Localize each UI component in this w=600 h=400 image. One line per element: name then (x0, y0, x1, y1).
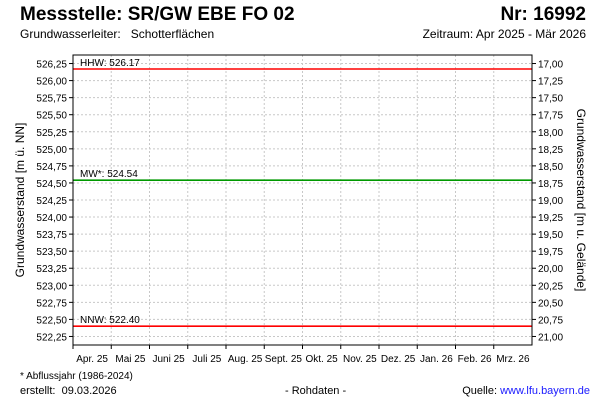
x-tick-label: Dez. 25 (381, 354, 416, 365)
y-tick-label-right: 19,50 (538, 230, 563, 241)
y-tick-label-right: 17,25 (538, 77, 563, 88)
y-tick-label-left: 526,00 (36, 77, 67, 88)
raw-data-note: - Rohdaten - (285, 385, 347, 397)
y-tick-label-left: 526,25 (36, 60, 67, 71)
aquifer-value: Schotterflächen (130, 27, 215, 41)
y-tick-label-left: 524,25 (36, 196, 67, 207)
y-tick-label-right: 18,75 (538, 179, 563, 190)
y-tick-label-left: 524,75 (36, 162, 67, 173)
y-tick-label-left: 523,00 (36, 281, 67, 292)
x-tick-label: Mai 25 (115, 354, 145, 365)
created-date: 09.03.2026 (61, 385, 117, 397)
aquifer-label: Grundwasserleiter: (20, 27, 121, 41)
y-tick-label-left: 522,75 (36, 298, 67, 309)
y-tick-label-right: 21,00 (538, 332, 563, 343)
reference-line-label: HHW: 526.17 (80, 58, 140, 69)
y-tick-label-left: 522,50 (36, 315, 67, 326)
x-tick-label: Juni 25 (153, 354, 186, 365)
y-tick-label-right: 19,25 (538, 213, 563, 224)
y-tick-label-left: 525,00 (36, 145, 67, 156)
y-tick-label-right: 18,50 (538, 162, 563, 173)
y-tick-label-left: 525,25 (36, 128, 67, 139)
y-tick-label-left: 522,25 (36, 332, 67, 343)
aquifer-info: Grundwasserleiter: Schotterflächen (20, 27, 214, 41)
period-label: Zeitraum: Apr 2025 - Mär 2026 (422, 27, 586, 41)
y-tick-label-right: 17,75 (538, 111, 563, 122)
x-tick-label: Nov. 25 (343, 354, 377, 365)
created-label: erstellt: (20, 385, 56, 397)
y-axis-label-right: Grundwasserstand [m u. Gelände] (574, 109, 588, 292)
source-link[interactable]: www.lfu.bayern.de (500, 385, 590, 397)
x-tick-label: Mrz. 26 (496, 354, 530, 365)
reference-line-label: NNW: 522.40 (80, 315, 140, 326)
x-tick-label: Feb. 26 (458, 354, 492, 365)
station-number: Nr: 16992 (500, 4, 586, 25)
y-tick-label-left: 525,75 (36, 94, 67, 105)
source-info: Quelle: www.lfu.bayern.de (462, 385, 590, 397)
y-tick-label-right: 19,00 (538, 196, 563, 207)
footnote: * Abflussjahr (1986-2024) (20, 371, 133, 382)
x-tick-label: Okt. 25 (306, 354, 339, 365)
reference-line-label: MW*: 524.54 (80, 169, 138, 180)
station-title: Messstelle: SR/GW EBE FO 02 (20, 4, 295, 25)
y-tick-label-left: 523,25 (36, 264, 67, 275)
x-tick-label: Aug. 25 (228, 354, 263, 365)
x-tick-label: Juli 25 (192, 354, 221, 365)
y-tick-label-right: 17,50 (538, 94, 563, 105)
y-tick-label-right: 17,00 (538, 60, 563, 71)
y-tick-label-left: 524,00 (36, 213, 67, 224)
x-tick-label: Apr. 25 (76, 354, 108, 365)
y-tick-label-left: 523,75 (36, 230, 67, 241)
y-tick-label-left: 525,50 (36, 111, 67, 122)
y-tick-label-right: 18,25 (538, 145, 563, 156)
y-axis-label-left: Grundwasserstand [m ü. NN] (13, 123, 27, 278)
y-tick-label-right: 20,25 (538, 281, 563, 292)
y-tick-label-right: 19,75 (538, 247, 563, 258)
source-label: Quelle: (462, 385, 498, 397)
y-tick-label-left: 524,50 (36, 179, 67, 190)
x-tick-label: Sept. 25 (265, 354, 303, 365)
y-tick-label-right: 20,75 (538, 315, 563, 326)
y-tick-label-left: 523,50 (36, 247, 67, 258)
y-tick-label-right: 20,00 (538, 264, 563, 275)
created-info: erstellt: 09.03.2026 (20, 385, 117, 397)
y-tick-label-right: 20,50 (538, 298, 563, 309)
x-tick-label: Jan. 26 (420, 354, 453, 365)
y-tick-label-right: 18,00 (538, 128, 563, 139)
